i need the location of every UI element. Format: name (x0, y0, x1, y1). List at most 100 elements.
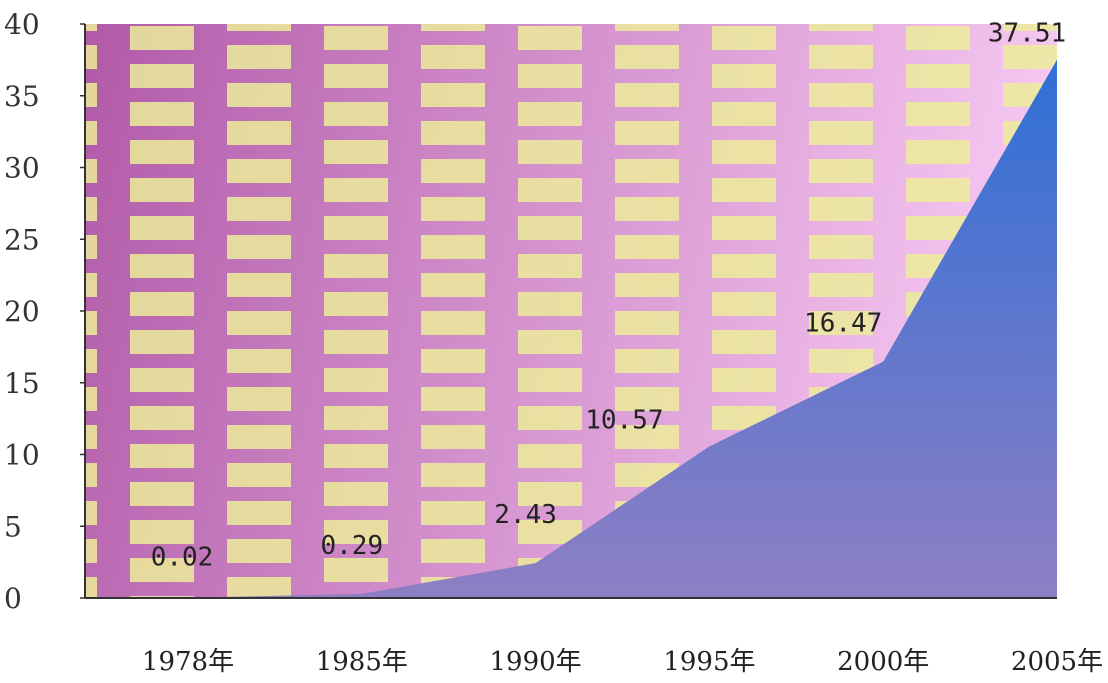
y-tick-label: 25 (4, 223, 40, 256)
y-tick-label: 0 (4, 582, 22, 615)
pattern-tile (1100, 216, 1108, 240)
pattern-tile (1100, 178, 1108, 202)
pattern-tile (518, 140, 582, 164)
pattern-tile (712, 596, 776, 598)
pattern-tile (130, 330, 194, 354)
pattern-tile (130, 368, 194, 392)
pattern-tile (421, 159, 485, 183)
pattern-tile (518, 292, 582, 316)
pattern-tile (85, 24, 97, 31)
pattern-tile (85, 121, 97, 145)
pattern-tile (1100, 254, 1108, 278)
pattern-tile (85, 235, 97, 259)
pattern-tile (33, 615, 97, 639)
pattern-tile (1100, 596, 1108, 620)
pattern-tile (518, 26, 582, 50)
pattern-tile (712, 0, 776, 12)
y-tick-label: 5 (4, 510, 22, 543)
data-label: 0.29 (320, 531, 383, 561)
pattern-tile (227, 349, 291, 373)
pattern-tile (906, 596, 970, 598)
pattern-tile (1003, 24, 1057, 31)
pattern-tile (227, 615, 291, 639)
pattern-tile (130, 178, 194, 202)
data-label: 16.47 (804, 309, 882, 339)
pattern-tile (85, 387, 97, 411)
pattern-tile (324, 140, 388, 164)
pattern-tile (85, 349, 97, 373)
pattern-tile (518, 596, 582, 598)
pattern-tile (518, 216, 582, 240)
pattern-tile (85, 83, 97, 107)
data-label: 37.51 (988, 19, 1066, 49)
pattern-tile (130, 520, 194, 544)
y-tick-label: 20 (4, 295, 40, 328)
pattern-tile (227, 501, 291, 525)
y-tick-label: 15 (4, 367, 40, 400)
pattern-tile (130, 406, 194, 430)
pattern-tile (712, 292, 776, 316)
pattern-tile (421, 349, 485, 373)
pattern-tile (421, 197, 485, 221)
pattern-tile (324, 482, 388, 506)
pattern-tile (809, 121, 873, 145)
pattern-tile (1003, 615, 1067, 639)
pattern-tile (615, 387, 679, 411)
pattern-tile (1003, 45, 1057, 69)
pattern-tile (615, 24, 679, 31)
x-category-label: 1978年 (142, 647, 234, 677)
pattern-tile (421, 273, 485, 297)
pattern-tile (130, 292, 194, 316)
x-category-label: 1985年 (316, 647, 408, 677)
pattern-tile (130, 482, 194, 506)
pattern-tile (227, 577, 291, 598)
pattern-tile (421, 501, 485, 525)
pattern-tile (85, 273, 97, 297)
pattern-tile (421, 539, 485, 563)
pattern-tile (33, 653, 97, 677)
pattern-tile (518, 406, 582, 430)
pattern-tile (130, 0, 194, 12)
data-labels: 0.02 0.29 2.43 10.57 16.47 37.51 (151, 19, 1066, 573)
pattern-tile (1100, 140, 1108, 164)
pattern-tile (906, 64, 970, 88)
pattern-tile (324, 330, 388, 354)
pattern-tile (1100, 482, 1108, 506)
pattern-tile (227, 653, 291, 677)
pattern-tile (227, 425, 291, 449)
pattern-tile (130, 558, 194, 582)
pattern-tile (1100, 26, 1108, 50)
pattern-tile (324, 26, 388, 50)
pattern-tile (712, 330, 776, 354)
pattern-tile (518, 444, 582, 468)
pattern-tile (324, 406, 388, 430)
pattern-tile (421, 121, 485, 145)
pattern-tile (227, 24, 291, 31)
pattern-tile (1100, 406, 1108, 430)
pattern-tile (518, 102, 582, 126)
pattern-tile (615, 273, 679, 297)
pattern-tile (227, 159, 291, 183)
pattern-tile (518, 178, 582, 202)
pattern-tile (130, 216, 194, 240)
pattern-tile (85, 577, 97, 598)
pattern-tile (809, 235, 873, 259)
x-category-label: 1990年 (490, 647, 582, 677)
pattern-tile (1100, 0, 1108, 12)
pattern-tile (324, 520, 388, 544)
pattern-tile (615, 349, 679, 373)
pattern-tile (518, 254, 582, 278)
pattern-tile (421, 45, 485, 69)
pattern-tile (518, 368, 582, 392)
pattern-tile (130, 254, 194, 278)
pattern-tile (809, 311, 873, 335)
y-tick-label: 35 (4, 80, 40, 113)
pattern-tile (809, 83, 873, 107)
pattern-tile (809, 159, 873, 183)
pattern-tile (712, 368, 776, 392)
pattern-tile (906, 26, 970, 50)
pattern-tile (324, 64, 388, 88)
pattern-tile (130, 140, 194, 164)
pattern-tile (615, 45, 679, 69)
pattern-tile (421, 311, 485, 335)
